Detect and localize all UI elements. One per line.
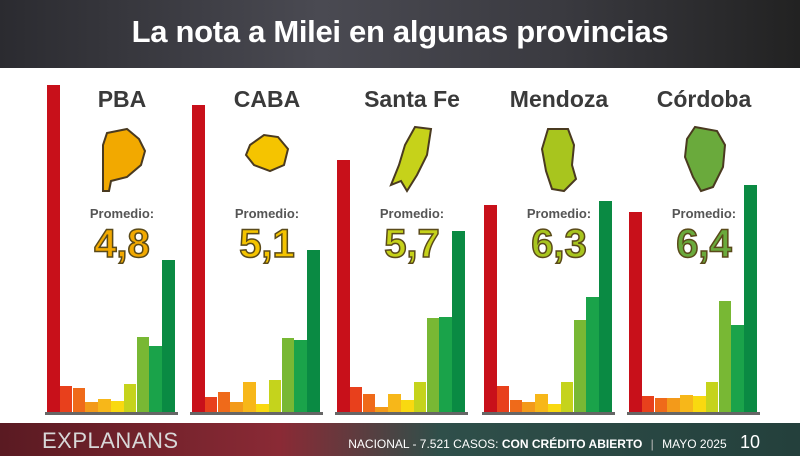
bar-score-8 xyxy=(573,320,587,412)
average-value: 6,4 xyxy=(675,221,732,267)
bar-score-5 xyxy=(243,382,256,412)
bar-score-7 xyxy=(560,382,574,412)
panel-santa-fe: Santa Fe Promedio: 5,7 xyxy=(335,80,475,415)
bar-score-2 xyxy=(349,387,363,412)
bar-score-1 xyxy=(629,211,642,412)
bar-score-3 xyxy=(217,392,231,412)
average-value: 5,7 xyxy=(383,221,440,267)
bar-score-7 xyxy=(705,382,719,412)
bar-score-8 xyxy=(136,336,150,412)
bar-score-1 xyxy=(192,104,205,412)
province-map-icon xyxy=(683,125,727,193)
average-label: Promedio: xyxy=(234,206,300,221)
bar-score-2 xyxy=(204,396,218,412)
bar-score-10 xyxy=(452,230,465,412)
bar-score-3 xyxy=(72,387,86,412)
bar-score-9 xyxy=(149,346,162,412)
baseline xyxy=(190,412,323,415)
bar-score-5 xyxy=(98,398,111,412)
bar-score-10 xyxy=(599,201,612,412)
panel-córdoba: Córdoba Promedio: 6,4 xyxy=(627,80,767,415)
bar-score-6 xyxy=(693,395,706,412)
bar-score-3 xyxy=(509,400,523,412)
bar-score-6 xyxy=(111,401,124,412)
bar-score-1 xyxy=(337,160,350,412)
bar-score-2 xyxy=(641,395,655,412)
bar-score-6 xyxy=(256,403,269,412)
bar-score-4 xyxy=(85,401,98,412)
header-banner: La nota a Milei en algunas provincias xyxy=(0,0,800,68)
footer-info: NACIONAL - 7.521 CASOS: CON CRÉDITO ABIE… xyxy=(348,432,760,453)
average-label: Promedio: xyxy=(89,206,155,221)
average-label: Promedio: xyxy=(379,206,445,221)
province-map-icon xyxy=(244,133,290,173)
bar-score-10 xyxy=(744,184,757,412)
bar-score-10 xyxy=(307,249,320,412)
bar-score-4 xyxy=(667,398,680,412)
bar-score-10 xyxy=(162,260,175,412)
baseline xyxy=(627,412,760,415)
bar-score-9 xyxy=(586,296,599,412)
divider: | xyxy=(650,437,654,451)
bar-score-1 xyxy=(47,84,60,412)
province-map-icon xyxy=(102,127,147,192)
province-name: PBA xyxy=(97,86,147,112)
report-date: MAYO 2025 xyxy=(662,437,727,451)
bar-score-3 xyxy=(654,398,668,412)
bar-score-4 xyxy=(230,401,243,412)
province-name: Mendoza xyxy=(509,86,609,112)
bar-score-8 xyxy=(718,301,732,412)
baseline xyxy=(45,412,178,415)
page-title: La nota a Milei en algunas provincias xyxy=(131,14,669,49)
brand-logo: EXPLANANS xyxy=(42,428,179,453)
province-name: Córdoba xyxy=(656,86,752,112)
bar-score-5 xyxy=(388,393,401,412)
bar-score-7 xyxy=(413,382,427,412)
bar-score-5 xyxy=(680,395,693,412)
bar-score-8 xyxy=(426,317,440,412)
bar-score-3 xyxy=(362,393,376,412)
panel-pba: PBA Promedio: 4,8 xyxy=(45,80,185,415)
bar-score-7 xyxy=(123,384,137,412)
bar-score-9 xyxy=(294,339,307,412)
bar-score-1 xyxy=(484,204,497,412)
footer: EXPLANANS NACIONAL - 7.521 CASOS: CON CR… xyxy=(0,423,800,456)
bar-score-4 xyxy=(522,401,535,412)
bar-score-9 xyxy=(439,317,452,412)
average-label: Promedio: xyxy=(671,206,737,221)
average-value: 6,3 xyxy=(530,221,587,267)
panel-mendoza: Mendoza Promedio: 6,3 xyxy=(482,80,622,415)
bar-score-6 xyxy=(548,403,561,412)
average-value: 5,1 xyxy=(238,221,295,267)
bar-score-9 xyxy=(731,325,744,412)
bar-score-5 xyxy=(535,393,548,412)
baseline xyxy=(335,412,468,415)
province-name: CABA xyxy=(233,86,301,112)
baseline xyxy=(482,412,615,415)
page-number: 10 xyxy=(739,432,760,452)
bar-score-6 xyxy=(401,400,414,412)
bar-score-2 xyxy=(496,385,510,412)
bar-score-7 xyxy=(268,379,282,412)
bar-score-4 xyxy=(375,406,388,412)
average-label: Promedio: xyxy=(526,206,592,221)
province-map-icon xyxy=(540,128,578,193)
province-map-icon xyxy=(389,125,433,193)
province-name: Santa Fe xyxy=(364,86,460,112)
bar-score-2 xyxy=(59,385,73,412)
average-value: 4,8 xyxy=(93,221,150,267)
report-title: CON CRÉDITO ABIERTO xyxy=(501,437,643,451)
bar-score-8 xyxy=(281,338,295,412)
survey-text: NACIONAL - 7.521 CASOS: xyxy=(348,437,499,451)
panel-caba: CABA Promedio: 5,1 xyxy=(190,80,330,415)
